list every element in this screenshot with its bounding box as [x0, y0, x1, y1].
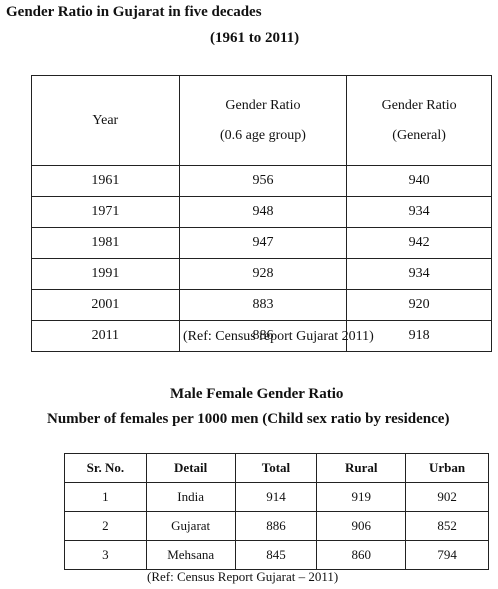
cell-urban: 794: [405, 540, 489, 570]
header-ratio-child-line1: Gender Ratio: [225, 97, 301, 113]
gender-ratio-decades-table: Year Gender Ratio (0.6 age group) Gender…: [31, 75, 492, 352]
table-row: 1961 956 940: [31, 165, 492, 197]
section2-title: Male Female Gender Ratio: [170, 386, 344, 402]
section2-subtitle: Number of females per 1000 men (Child se…: [47, 411, 450, 427]
table-row: 2 Gujarat 886 906 852: [64, 511, 489, 541]
header-ratio-general-line1: Gender Ratio: [381, 97, 457, 113]
cell-rural: 860: [316, 540, 407, 570]
header-detail: Detail: [145, 453, 236, 483]
cell-year: 2001: [31, 289, 180, 321]
header-sr-no: Sr. No.: [64, 453, 147, 483]
cell-rural: 919: [316, 482, 407, 512]
table-header-row: Sr. No. Detail Total Rural Urban: [64, 453, 489, 483]
table-row: 1981 947 942: [31, 227, 492, 259]
cell-year: 1961: [31, 165, 180, 197]
header-rural: Rural: [316, 453, 407, 483]
cell-year: 1971: [31, 196, 180, 228]
cell-sr-no: 1: [64, 482, 147, 512]
cell-ratio-child: 886: [178, 320, 348, 352]
header-total: Total: [234, 453, 318, 483]
section2-reference: (Ref: Census Report Gujarat – 2011): [147, 569, 339, 584]
cell-detail: Mehsana: [145, 540, 236, 570]
cell-ratio-child: 948: [178, 196, 348, 228]
cell-detail: Gujarat: [145, 511, 236, 541]
cell-ratio-child: 928: [178, 258, 348, 290]
header-ratio-general-line2: (General): [392, 127, 446, 143]
sex-ratio-residence-table: Sr. No. Detail Total Rural Urban 1 India…: [64, 453, 489, 570]
table-row: 1991 928 934: [31, 258, 492, 290]
header-ratio-child-line2: (0.6 age group): [219, 127, 306, 143]
cell-ratio-general: 934: [346, 196, 492, 228]
cell-rural: 906: [316, 511, 407, 541]
cell-ratio-general: 920: [346, 289, 492, 321]
cell-ratio-child: 947: [178, 227, 348, 259]
cell-urban: 852: [405, 511, 489, 541]
cell-total: 845: [234, 540, 318, 570]
cell-total: 886: [234, 511, 318, 541]
cell-ratio-general: 918: [346, 320, 492, 352]
header-urban: Urban: [405, 453, 489, 483]
cell-year: 1981: [31, 227, 180, 259]
section1-subtitle: (1961 to 2011): [210, 30, 300, 46]
section1-title: Gender Ratio in Gujarat in five decades: [6, 4, 262, 20]
cell-urban: 902: [405, 482, 489, 512]
header-year: Year: [31, 75, 180, 166]
table-header-row: Year Gender Ratio (0.6 age group) Gender…: [31, 75, 492, 166]
cell-year: 1991: [31, 258, 180, 290]
cell-sr-no: 3: [64, 540, 147, 570]
cell-ratio-child: 883: [178, 289, 348, 321]
table-row: 2001 883 920: [31, 289, 492, 321]
cell-detail: India: [145, 482, 236, 512]
table-row: 3 Mehsana 845 860 794: [64, 540, 489, 570]
section1-reference: (Ref: Census report Gujarat 2011): [183, 329, 374, 344]
cell-sr-no: 2: [64, 511, 147, 541]
cell-ratio-child: 956: [178, 165, 348, 197]
cell-total: 914: [234, 482, 318, 512]
table-row: 2011 886 918: [31, 320, 492, 352]
cell-ratio-general: 940: [346, 165, 492, 197]
cell-year: 2011: [31, 320, 180, 352]
table-row: 1 India 914 919 902: [64, 482, 489, 512]
cell-ratio-general: 934: [346, 258, 492, 290]
header-ratio-general: Gender Ratio (General): [346, 75, 492, 166]
header-ratio-child: Gender Ratio (0.6 age group): [178, 75, 348, 166]
table-row: 1971 948 934: [31, 196, 492, 228]
cell-ratio-general: 942: [346, 227, 492, 259]
